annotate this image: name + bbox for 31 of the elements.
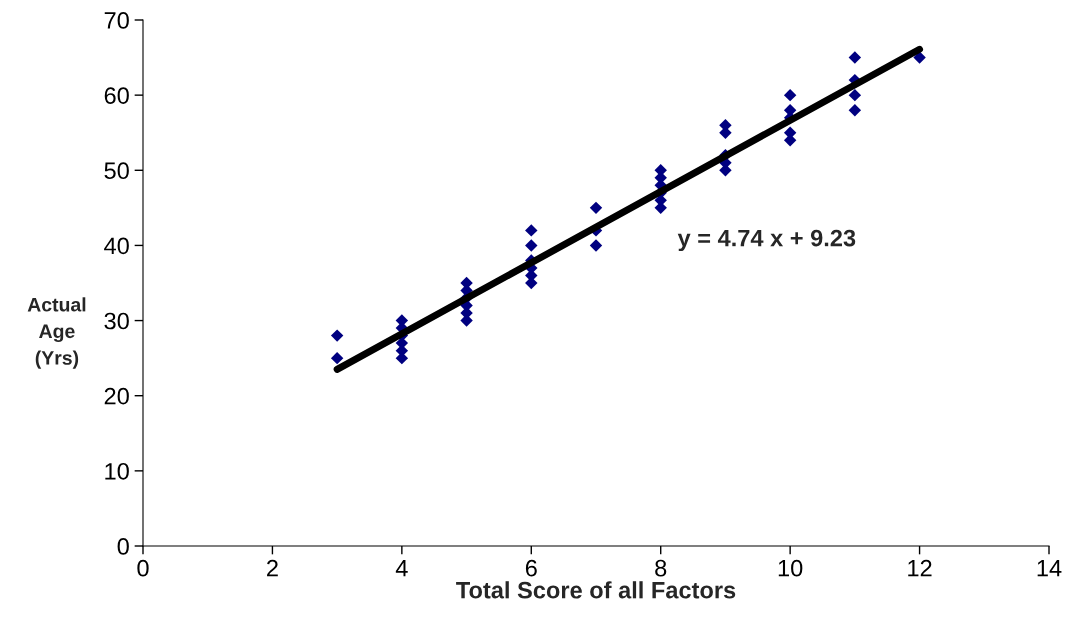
y-tick-label: 0	[117, 538, 129, 555]
x-tick-label: 4	[395, 560, 408, 577]
x-tick-label: 14	[1037, 560, 1062, 577]
point	[589, 201, 603, 215]
point	[525, 224, 538, 237]
point	[783, 134, 797, 147]
x-axis-title: Total Score of all Factors	[456, 581, 736, 599]
x-tick-label: 0	[137, 559, 149, 577]
point	[525, 239, 538, 252]
point	[330, 351, 344, 365]
point	[848, 51, 862, 64]
point	[848, 103, 862, 117]
annotation: y = 4.74 x + 9.23	[677, 229, 856, 252]
point	[330, 329, 344, 342]
y-tick-label: 40	[104, 237, 129, 255]
y-tick-label: 60	[104, 87, 129, 104]
point	[913, 51, 926, 64]
x-tick-label: 6	[525, 559, 537, 577]
y-tick-label: 70	[104, 12, 129, 29]
y-tick-label: 20	[104, 387, 129, 405]
x-tick-label: 2	[267, 559, 278, 577]
y-tick-label: 10	[105, 462, 129, 480]
point	[783, 88, 797, 102]
x-tick-label: 8	[655, 559, 667, 577]
y-tick-label: 30	[104, 312, 129, 330]
x-tick-label: 12	[908, 559, 932, 577]
point	[589, 239, 603, 252]
y-tick-label: 50	[104, 162, 129, 180]
point	[848, 88, 862, 102]
x-tick-label: 10	[778, 559, 803, 577]
y-axis-title: Actual Age (Yrs)	[27, 297, 86, 369]
